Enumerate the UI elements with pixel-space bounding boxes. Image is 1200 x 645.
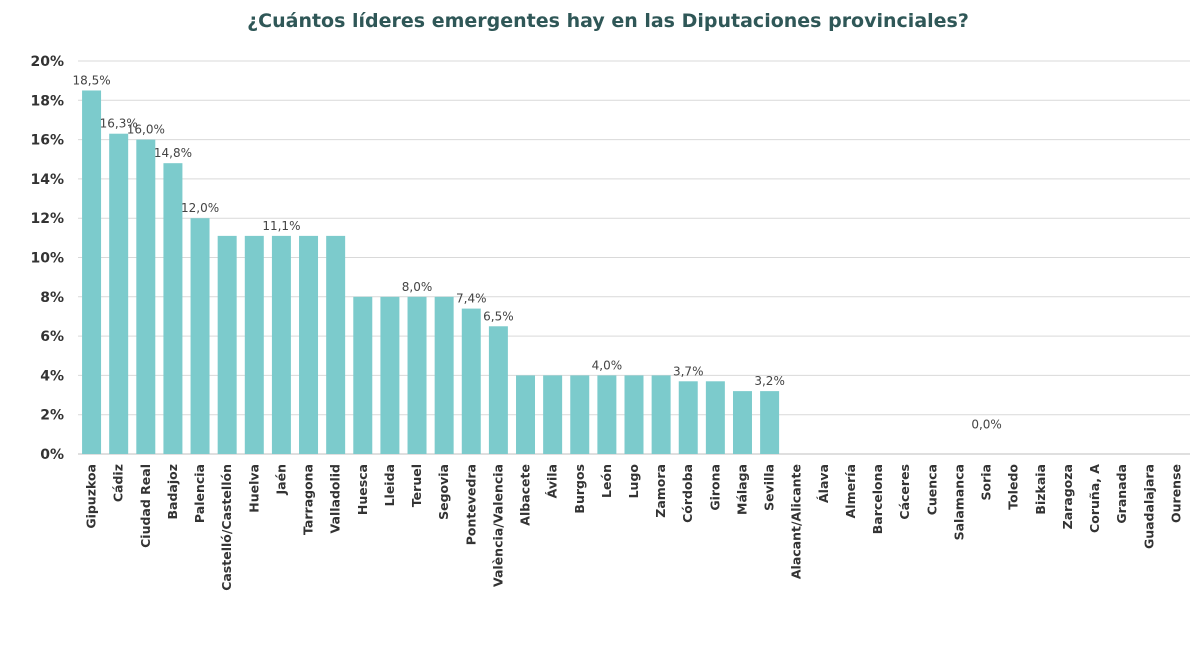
x-tick-label: Jaén	[273, 464, 288, 495]
x-tick-label: Burgos	[572, 464, 587, 514]
bar	[705, 381, 725, 454]
x-tick-label: Álava	[816, 464, 831, 503]
data-label: 4,0%	[592, 358, 623, 372]
y-tick-label: 20%	[30, 54, 64, 70]
y-tick-label: 4%	[40, 368, 64, 384]
bar	[543, 375, 563, 454]
bar	[326, 235, 346, 454]
bar	[407, 296, 427, 454]
x-tick-label: Cáceres	[897, 464, 912, 520]
data-label: 18,5%	[72, 73, 110, 87]
x-tick-label: Zaragoza	[1060, 464, 1075, 529]
y-tick-label: 12%	[30, 211, 64, 227]
bar	[760, 391, 780, 454]
x-tick-label: León	[599, 464, 614, 498]
data-label: 11,1%	[262, 219, 300, 233]
x-tick-label: Cuenca	[924, 464, 939, 515]
y-tick-label: 6%	[40, 329, 64, 345]
bar	[488, 326, 508, 454]
x-tick-label: Huelva	[246, 464, 261, 513]
x-tick-label: Ávila	[545, 464, 560, 498]
x-tick-label: Almería	[843, 464, 858, 518]
x-tick-label: Castelló/Castellón	[219, 464, 234, 591]
data-label: 3,2%	[754, 374, 785, 388]
y-axis-ticks: 0% 2% 4% 6% 8% 10% 12% 14% 16% 18% 20%	[30, 54, 64, 463]
bar	[678, 381, 698, 454]
x-tick-label: Huesca	[355, 464, 370, 515]
bar	[434, 296, 454, 454]
x-tick-label: Palencia	[192, 464, 207, 523]
y-tick-label: 2%	[40, 408, 64, 424]
data-label: 12,0%	[181, 201, 219, 215]
x-tick-label: Granada	[1114, 464, 1129, 524]
bar	[136, 139, 156, 454]
x-tick-label: Córdoba	[680, 464, 695, 523]
bar	[190, 218, 210, 454]
y-tick-label: 0%	[40, 447, 64, 463]
y-tick-label: 8%	[40, 290, 64, 306]
chart-title: ¿Cuántos líderes emergentes hay en las D…	[247, 10, 969, 32]
x-tick-label: València/Valencia	[490, 464, 505, 587]
x-tick-label: Zamora	[653, 464, 668, 518]
bar	[380, 296, 400, 454]
x-tick-label: Salamanca	[951, 464, 966, 540]
bar	[651, 375, 671, 454]
bar	[217, 235, 237, 454]
x-tick-label: Tarragona	[301, 464, 316, 535]
x-tick-label: Segovia	[436, 464, 451, 520]
x-tick-label: Pontevedra	[463, 464, 478, 545]
x-axis-ticks: Gipuzkoa Cádiz Ciudad Real Badajoz Palencia C…	[84, 464, 1184, 591]
x-tick-label: Girona	[707, 464, 722, 511]
x-tick-label: Málaga	[734, 464, 749, 515]
bar	[244, 235, 264, 454]
x-tick-label: Alacant/Alicante	[789, 464, 804, 579]
x-tick-label: Toledo	[1006, 464, 1021, 510]
x-tick-label: Valladolid	[328, 464, 343, 533]
bar	[624, 375, 644, 454]
x-tick-label: Cádiz	[111, 464, 126, 502]
x-tick-label: Barcelona	[870, 464, 885, 534]
x-tick-label: Ciudad Real	[138, 464, 153, 548]
bar	[353, 296, 373, 454]
data-label: 14,8%	[154, 146, 192, 160]
x-tick-label: Gipuzkoa	[84, 464, 99, 529]
bar	[163, 163, 183, 454]
x-tick-label: Lugo	[626, 464, 641, 499]
x-tick-label: Badajoz	[165, 464, 180, 520]
x-tick-label: Lleida	[382, 464, 397, 506]
x-tick-label: Albacete	[518, 464, 533, 526]
data-label: 6,5%	[483, 309, 514, 323]
bar	[516, 375, 536, 454]
data-label: 16,0%	[127, 123, 165, 137]
bars	[82, 90, 780, 454]
bar	[732, 391, 752, 454]
bar	[271, 235, 291, 454]
bar	[570, 375, 590, 454]
data-label: 16,3%	[100, 117, 138, 131]
x-tick-label: Soria	[979, 464, 994, 500]
data-label: 7,4%	[456, 292, 487, 306]
y-tick-label: 16%	[30, 133, 64, 149]
data-label: 3,7%	[673, 364, 704, 378]
x-tick-label: Bizkaia	[1033, 464, 1048, 515]
bar	[82, 90, 102, 454]
y-tick-label: 18%	[30, 93, 64, 109]
data-label: 8,0%	[402, 280, 433, 294]
x-tick-label: Ourense	[1168, 464, 1183, 523]
x-tick-label: Guadalajara	[1141, 464, 1156, 549]
bar	[597, 375, 617, 454]
bar	[299, 235, 319, 454]
x-tick-label: Teruel	[409, 464, 424, 507]
bar	[461, 308, 481, 454]
x-tick-label: Sevilla	[762, 464, 777, 511]
x-tick-label: Coruña, A	[1087, 464, 1102, 533]
y-tick-label: 14%	[30, 172, 64, 188]
y-tick-label: 10%	[30, 251, 64, 267]
bar	[109, 133, 129, 454]
data-label: 0,0%	[971, 417, 1002, 431]
data-labels: 18,5% 16,3%16,0% 14,8% 12,0% 11,1% 8,0% 7,4% 6,…	[72, 73, 1001, 431]
